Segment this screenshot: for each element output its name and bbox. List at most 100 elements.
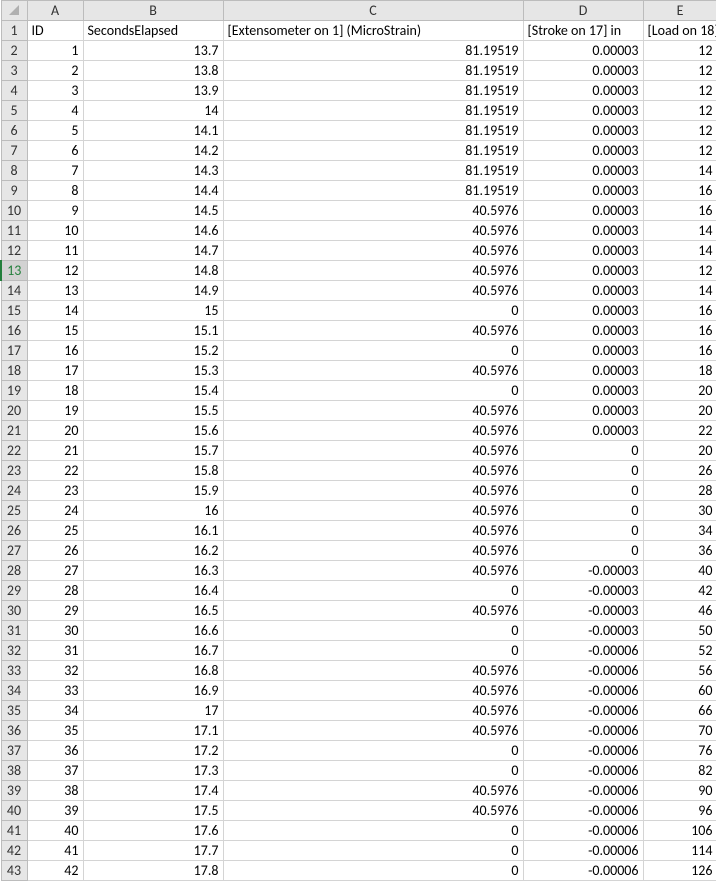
- cell-E[interactable]: 36: [643, 541, 716, 561]
- cell-E[interactable]: 106: [643, 821, 716, 841]
- cell-C[interactable]: 81.19519: [223, 161, 523, 181]
- cell-D[interactable]: -0.00003: [523, 601, 643, 621]
- cell-E[interactable]: 114: [643, 841, 716, 861]
- cell-E[interactable]: 22: [643, 421, 716, 441]
- cell-A[interactable]: 22: [27, 461, 83, 481]
- cell-E[interactable]: 50: [643, 621, 716, 641]
- select-all-corner[interactable]: [1, 1, 27, 21]
- row-header[interactable]: 2: [1, 41, 27, 61]
- row-header[interactable]: 17: [1, 341, 27, 361]
- cell-C[interactable]: 40.5976: [223, 601, 523, 621]
- row-header[interactable]: 26: [1, 521, 27, 541]
- cell-A[interactable]: ID: [27, 21, 83, 41]
- cell-A[interactable]: 31: [27, 641, 83, 661]
- row-header[interactable]: 8: [1, 161, 27, 181]
- cell-D[interactable]: 0.00003: [523, 161, 643, 181]
- cell-A[interactable]: 9: [27, 201, 83, 221]
- cell-D[interactable]: -0.00006: [523, 861, 643, 881]
- cell-A[interactable]: 12: [27, 261, 83, 281]
- cell-E[interactable]: [Load on 18] lb: [643, 21, 716, 41]
- row-header[interactable]: 12: [1, 241, 27, 261]
- row-header[interactable]: 39: [1, 781, 27, 801]
- cell-E[interactable]: 42: [643, 581, 716, 601]
- row-header[interactable]: 10: [1, 201, 27, 221]
- cell-E[interactable]: 14: [643, 281, 716, 301]
- cell-E[interactable]: 12: [643, 121, 716, 141]
- cell-B[interactable]: 14.7: [83, 241, 223, 261]
- cell-C[interactable]: 40.5976: [223, 661, 523, 681]
- cell-C[interactable]: 40.5976: [223, 781, 523, 801]
- cell-E[interactable]: 14: [643, 221, 716, 241]
- cell-D[interactable]: 0.00003: [523, 61, 643, 81]
- cell-A[interactable]: 42: [27, 861, 83, 881]
- col-header-B[interactable]: B: [83, 1, 223, 21]
- cell-B[interactable]: 15.4: [83, 381, 223, 401]
- cell-E[interactable]: 28: [643, 481, 716, 501]
- cell-E[interactable]: 20: [643, 441, 716, 461]
- row-header[interactable]: 21: [1, 421, 27, 441]
- cell-B[interactable]: 14.9: [83, 281, 223, 301]
- cell-E[interactable]: 14: [643, 241, 716, 261]
- cell-D[interactable]: 0.00003: [523, 301, 643, 321]
- cell-D[interactable]: -0.00006: [523, 801, 643, 821]
- cell-A[interactable]: 35: [27, 721, 83, 741]
- cell-E[interactable]: 12: [643, 141, 716, 161]
- cell-C[interactable]: 0: [223, 821, 523, 841]
- cell-A[interactable]: 27: [27, 561, 83, 581]
- cell-A[interactable]: 20: [27, 421, 83, 441]
- cell-D[interactable]: -0.00006: [523, 741, 643, 761]
- cell-D[interactable]: 0.00003: [523, 261, 643, 281]
- cell-A[interactable]: 40: [27, 821, 83, 841]
- col-header-E[interactable]: E: [643, 1, 716, 21]
- cell-B[interactable]: 14.2: [83, 141, 223, 161]
- cell-C[interactable]: 40.5976: [223, 281, 523, 301]
- cell-C[interactable]: [Extensometer on 1] (MicroStrain): [223, 21, 523, 41]
- cell-E[interactable]: 26: [643, 461, 716, 481]
- cell-B[interactable]: 17.7: [83, 841, 223, 861]
- cell-E[interactable]: 20: [643, 381, 716, 401]
- cell-A[interactable]: 34: [27, 701, 83, 721]
- cell-B[interactable]: 15.1: [83, 321, 223, 341]
- cell-A[interactable]: 37: [27, 761, 83, 781]
- cell-C[interactable]: 0: [223, 861, 523, 881]
- cell-B[interactable]: 17.3: [83, 761, 223, 781]
- spreadsheet-grid[interactable]: A B C D E 1IDSecondsElapsed[Extensometer…: [0, 0, 716, 881]
- row-header[interactable]: 11: [1, 221, 27, 241]
- cell-B[interactable]: 17.6: [83, 821, 223, 841]
- cell-B[interactable]: 14.4: [83, 181, 223, 201]
- cell-D[interactable]: 0.00003: [523, 141, 643, 161]
- cell-A[interactable]: 11: [27, 241, 83, 261]
- row-header[interactable]: 27: [1, 541, 27, 561]
- row-header[interactable]: 31: [1, 621, 27, 641]
- cell-D[interactable]: -0.00003: [523, 621, 643, 641]
- cell-D[interactable]: 0.00003: [523, 101, 643, 121]
- cell-C[interactable]: 40.5976: [223, 441, 523, 461]
- cell-E[interactable]: 12: [643, 81, 716, 101]
- cell-D[interactable]: 0: [523, 461, 643, 481]
- cell-E[interactable]: 14: [643, 161, 716, 181]
- row-header[interactable]: 20: [1, 401, 27, 421]
- cell-D[interactable]: -0.00006: [523, 701, 643, 721]
- row-header[interactable]: 35: [1, 701, 27, 721]
- cell-B[interactable]: 17.8: [83, 861, 223, 881]
- cell-E[interactable]: 126: [643, 861, 716, 881]
- cell-A[interactable]: 28: [27, 581, 83, 601]
- cell-C[interactable]: 40.5976: [223, 361, 523, 381]
- cell-B[interactable]: 16.1: [83, 521, 223, 541]
- cell-A[interactable]: 25: [27, 521, 83, 541]
- row-header[interactable]: 1: [1, 21, 27, 41]
- cell-A[interactable]: 29: [27, 601, 83, 621]
- cell-E[interactable]: 56: [643, 661, 716, 681]
- cell-A[interactable]: 14: [27, 301, 83, 321]
- cell-A[interactable]: 13: [27, 281, 83, 301]
- cell-A[interactable]: 18: [27, 381, 83, 401]
- cell-C[interactable]: 40.5976: [223, 501, 523, 521]
- cell-C[interactable]: 0: [223, 341, 523, 361]
- cell-B[interactable]: 16.2: [83, 541, 223, 561]
- cell-A[interactable]: 30: [27, 621, 83, 641]
- cell-D[interactable]: 0: [523, 441, 643, 461]
- cell-C[interactable]: 40.5976: [223, 461, 523, 481]
- cell-A[interactable]: 7: [27, 161, 83, 181]
- cell-C[interactable]: 81.19519: [223, 101, 523, 121]
- cell-C[interactable]: 81.19519: [223, 81, 523, 101]
